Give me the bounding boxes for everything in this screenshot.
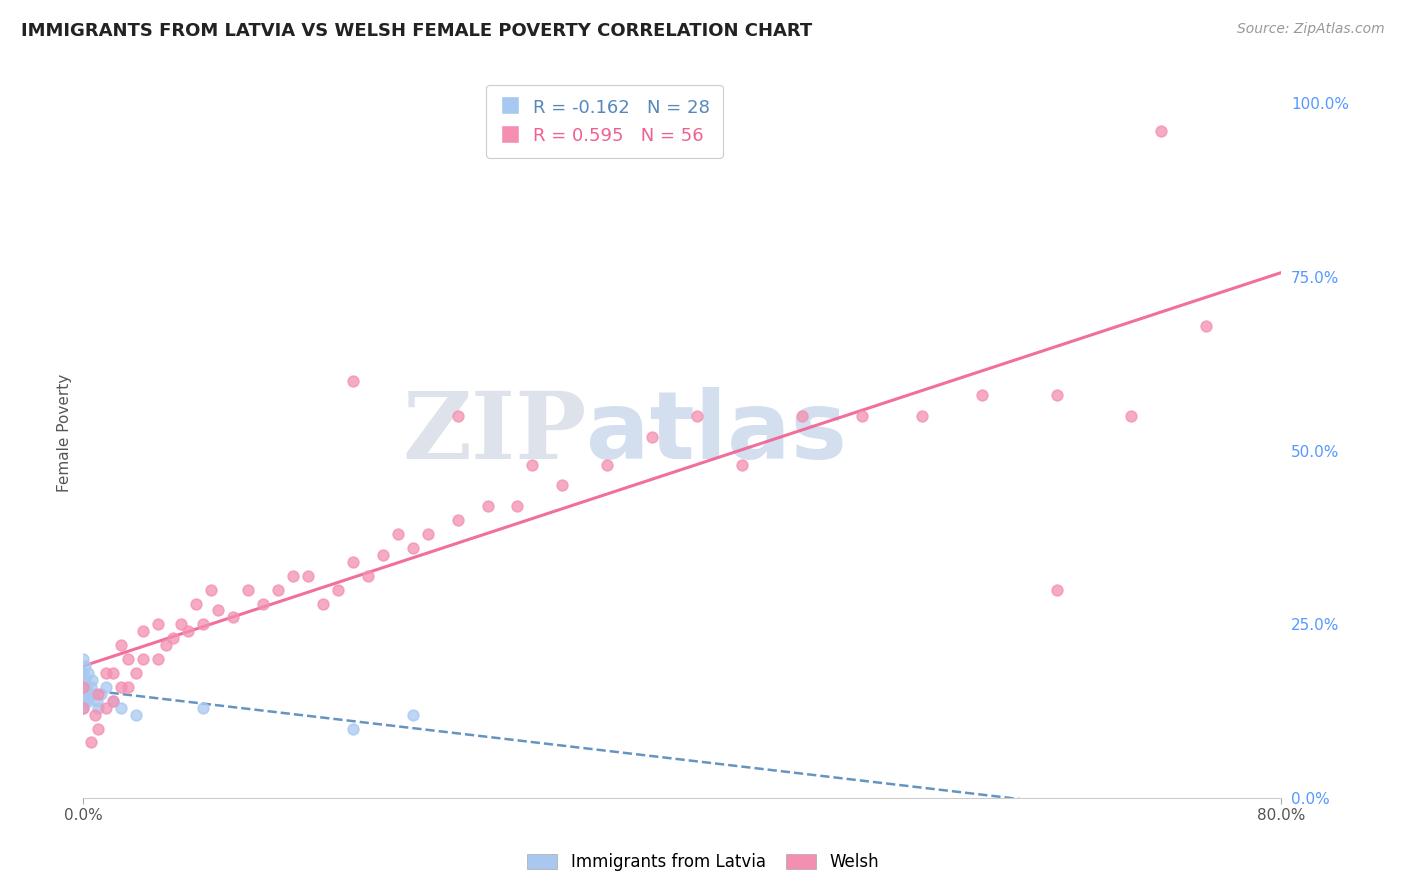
- Point: [851, 409, 873, 423]
- Point: [72, 680, 94, 694]
- Y-axis label: Female Poverty: Female Poverty: [58, 374, 72, 492]
- Text: atlas: atlas: [586, 387, 848, 479]
- Point: [551, 478, 574, 492]
- Point: [686, 409, 709, 423]
- Point: [281, 568, 304, 582]
- Point: [177, 624, 200, 639]
- Point: [76, 694, 98, 708]
- Point: [169, 617, 191, 632]
- Point: [1195, 318, 1218, 333]
- Point: [103, 694, 125, 708]
- Point: [222, 610, 245, 624]
- Point: [446, 409, 468, 423]
- Point: [76, 665, 98, 680]
- Point: [73, 694, 96, 708]
- Point: [446, 513, 468, 527]
- Point: [94, 680, 117, 694]
- Point: [80, 680, 103, 694]
- Point: [1045, 582, 1067, 597]
- Point: [191, 617, 214, 632]
- Point: [402, 707, 425, 722]
- Point: [75, 680, 97, 694]
- Point: [117, 680, 139, 694]
- Point: [75, 687, 97, 701]
- Point: [125, 707, 148, 722]
- Legend: R = -0.162   N = 28, R = 0.595   N = 56: R = -0.162 N = 28, R = 0.595 N = 56: [486, 85, 723, 158]
- Point: [117, 652, 139, 666]
- Point: [132, 652, 155, 666]
- Point: [790, 409, 813, 423]
- Point: [94, 700, 117, 714]
- Point: [371, 548, 394, 562]
- Point: [86, 694, 108, 708]
- Point: [72, 687, 94, 701]
- Point: [1045, 388, 1067, 402]
- Point: [77, 687, 100, 701]
- Legend: Immigrants from Latvia, Welsh: Immigrants from Latvia, Welsh: [519, 845, 887, 880]
- Point: [110, 638, 132, 652]
- Point: [506, 500, 529, 514]
- Text: ZIP: ZIP: [402, 388, 586, 478]
- Point: [73, 659, 96, 673]
- Point: [252, 597, 274, 611]
- Point: [72, 700, 94, 714]
- Point: [72, 700, 94, 714]
- Point: [94, 665, 117, 680]
- Point: [184, 597, 207, 611]
- Point: [731, 458, 754, 472]
- Point: [125, 665, 148, 680]
- Point: [162, 632, 184, 646]
- Point: [146, 652, 169, 666]
- Point: [596, 458, 619, 472]
- Point: [87, 722, 110, 736]
- Point: [72, 694, 94, 708]
- Text: IMMIGRANTS FROM LATVIA VS WELSH FEMALE POVERTY CORRELATION CHART: IMMIGRANTS FROM LATVIA VS WELSH FEMALE P…: [21, 22, 813, 40]
- Point: [132, 624, 155, 639]
- Point: [1150, 124, 1173, 138]
- Point: [1121, 409, 1143, 423]
- Point: [312, 597, 335, 611]
- Point: [103, 694, 125, 708]
- Point: [342, 374, 364, 388]
- Point: [110, 680, 132, 694]
- Point: [87, 700, 110, 714]
- Point: [342, 722, 364, 736]
- Point: [110, 700, 132, 714]
- Point: [200, 582, 222, 597]
- Point: [103, 665, 125, 680]
- Point: [72, 673, 94, 687]
- Point: [416, 527, 439, 541]
- Point: [83, 687, 105, 701]
- Point: [387, 527, 409, 541]
- Point: [82, 673, 104, 687]
- Point: [72, 652, 94, 666]
- Point: [357, 568, 380, 582]
- Point: [146, 617, 169, 632]
- Point: [477, 500, 499, 514]
- Point: [87, 687, 110, 701]
- Point: [155, 638, 177, 652]
- Point: [207, 603, 229, 617]
- Point: [73, 673, 96, 687]
- Point: [641, 430, 664, 444]
- Point: [970, 388, 993, 402]
- Point: [72, 665, 94, 680]
- Point: [522, 458, 544, 472]
- Point: [236, 582, 259, 597]
- Point: [80, 735, 103, 749]
- Point: [402, 541, 425, 555]
- Point: [84, 707, 107, 722]
- Point: [326, 582, 349, 597]
- Point: [191, 700, 214, 714]
- Point: [90, 687, 112, 701]
- Point: [911, 409, 934, 423]
- Point: [342, 555, 364, 569]
- Text: Source: ZipAtlas.com: Source: ZipAtlas.com: [1237, 22, 1385, 37]
- Point: [267, 582, 290, 597]
- Point: [72, 680, 94, 694]
- Point: [297, 568, 319, 582]
